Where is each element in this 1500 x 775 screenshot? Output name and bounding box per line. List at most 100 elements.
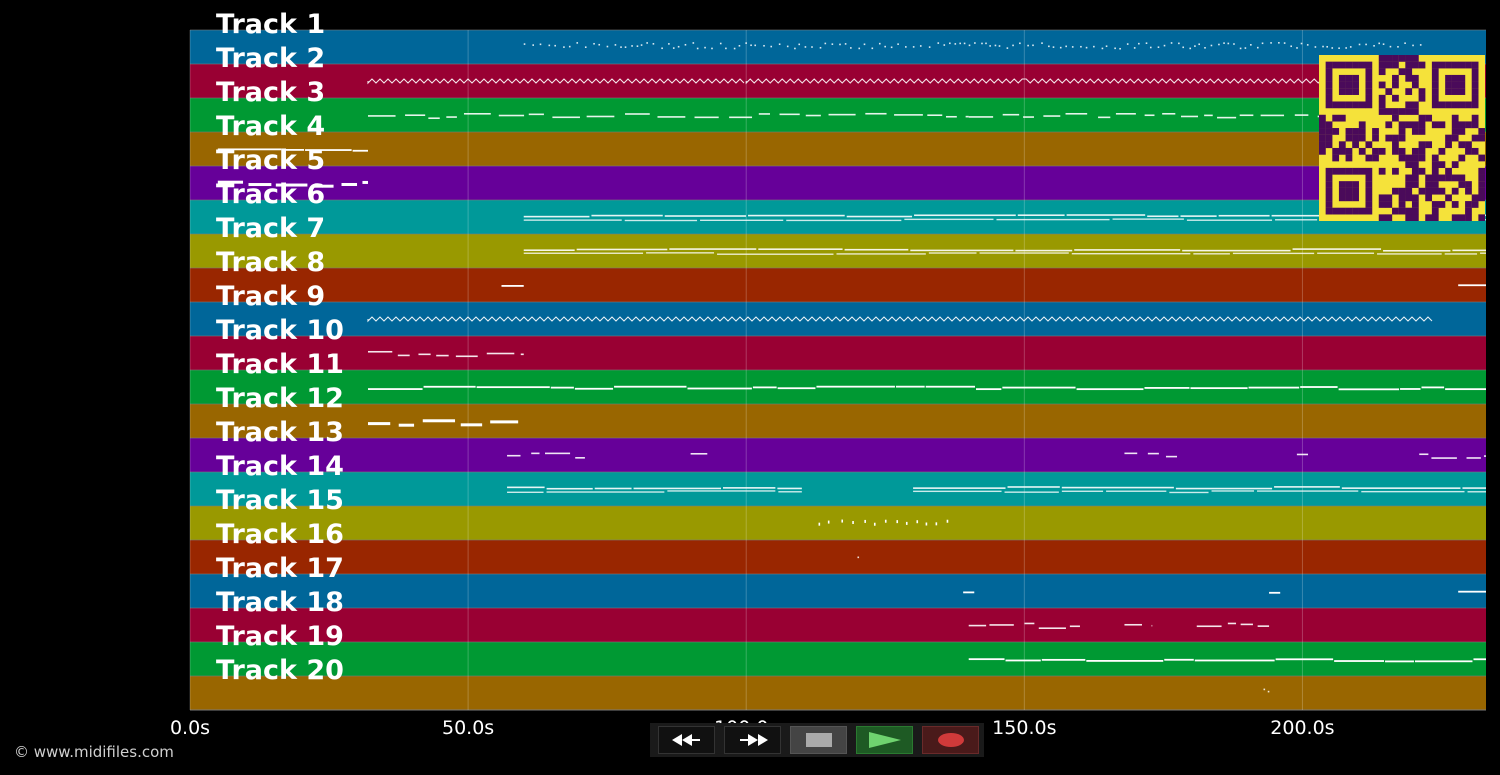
qr-module (1385, 61, 1393, 69)
note (1412, 44, 1414, 47)
note (1144, 114, 1155, 117)
note (687, 387, 752, 390)
qr-module (1431, 207, 1439, 215)
qr-module (1431, 101, 1439, 109)
qr-module (1325, 134, 1333, 142)
qr-module (1365, 61, 1373, 69)
qr-module (1431, 187, 1439, 195)
qr-module (1392, 147, 1399, 155)
note (778, 491, 802, 493)
note (1012, 44, 1014, 47)
qr-module (1458, 141, 1466, 149)
note (614, 44, 617, 46)
note (827, 520, 830, 524)
qr-module (1365, 174, 1373, 182)
note (884, 519, 887, 523)
note (1271, 214, 1352, 217)
note (552, 116, 580, 119)
record-icon (937, 733, 964, 747)
note (1041, 658, 1086, 661)
qr-module (1398, 207, 1406, 215)
qr-module (1392, 74, 1399, 82)
note (677, 45, 680, 48)
note (1458, 590, 1486, 593)
qr-module (1338, 194, 1346, 202)
play-button[interactable] (856, 726, 913, 754)
qr-module (1418, 187, 1426, 195)
record-button[interactable] (922, 726, 979, 754)
note (1119, 47, 1121, 50)
note (946, 519, 949, 523)
qr-module (1465, 181, 1472, 188)
note (1397, 46, 1399, 48)
note (1260, 114, 1285, 117)
qr-module (1365, 81, 1373, 89)
qr-module (1445, 74, 1452, 82)
note (770, 45, 773, 48)
time-tick-label: 50.0s (442, 717, 495, 739)
rewind-button[interactable] (658, 726, 715, 754)
track-label: Track 16 (216, 519, 344, 550)
note (1270, 42, 1272, 44)
note (916, 520, 919, 524)
qr-module (1398, 128, 1406, 135)
track-label: Track 14 (216, 451, 344, 482)
qr-module (1465, 187, 1472, 195)
note (1210, 44, 1213, 47)
note (661, 47, 663, 50)
qr-module (1438, 101, 1446, 109)
note (905, 46, 907, 48)
qr-module (1398, 201, 1406, 208)
note (664, 215, 747, 217)
qr-module (1345, 147, 1353, 155)
note (1002, 113, 1020, 116)
note (1257, 625, 1270, 627)
qr-module (1451, 174, 1459, 182)
note (928, 252, 977, 254)
note (959, 42, 961, 45)
note (548, 44, 551, 47)
note (586, 115, 615, 118)
fast-forward-button[interactable] (724, 726, 781, 754)
qr-module (1451, 214, 1459, 221)
qr-module (1465, 141, 1472, 149)
qr-module (1345, 101, 1353, 109)
track-label: Track 18 (216, 587, 344, 618)
stop-button[interactable] (790, 726, 847, 754)
note (945, 115, 957, 118)
qr-module (1405, 194, 1413, 202)
note (1338, 47, 1340, 50)
qr-module (1471, 88, 1479, 95)
qr-module (1458, 74, 1466, 82)
qr-module (1358, 167, 1366, 175)
note (1101, 47, 1104, 50)
qr-module (1358, 61, 1366, 69)
qr-module (1445, 141, 1452, 149)
qr-module (1445, 167, 1452, 175)
note (913, 490, 1002, 493)
note (1178, 42, 1180, 45)
qr-module (1319, 147, 1326, 155)
note (1193, 253, 1230, 255)
note (1147, 215, 1179, 218)
note (894, 114, 923, 116)
qr-module (1338, 187, 1346, 195)
qr-module (1378, 55, 1386, 62)
qr-module (1325, 121, 1333, 129)
note (1480, 252, 1486, 254)
qr-module (1465, 61, 1472, 69)
note (1218, 214, 1270, 217)
note (631, 45, 633, 47)
note (989, 45, 991, 47)
qr-module (1458, 61, 1466, 69)
note (625, 113, 650, 115)
qr-module (1345, 154, 1353, 162)
note (523, 249, 575, 252)
note (1217, 116, 1237, 119)
qr-module (1325, 201, 1333, 208)
qr-module (1451, 201, 1459, 208)
track-lane (190, 438, 1486, 472)
note (576, 248, 668, 251)
note (1066, 214, 1146, 216)
note (831, 43, 834, 45)
